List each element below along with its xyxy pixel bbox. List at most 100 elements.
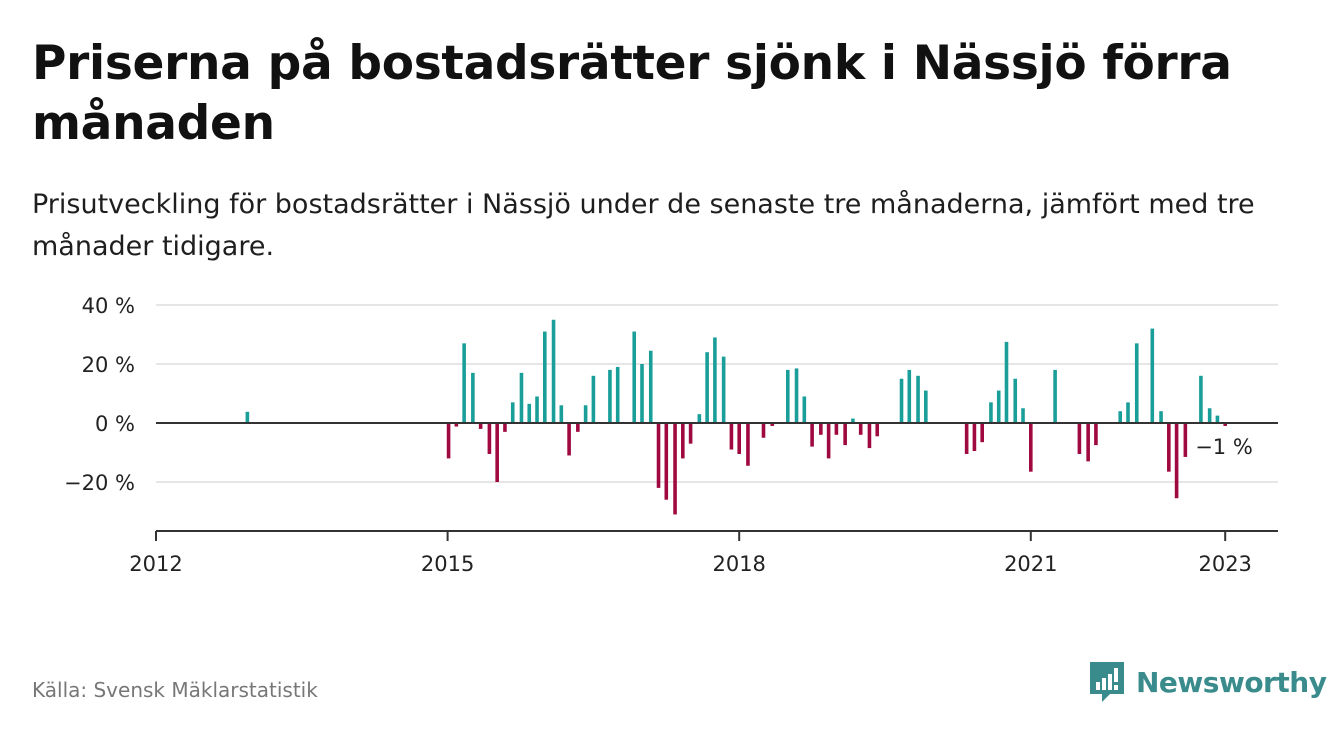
- bar: [794, 368, 799, 423]
- x-tick-label: 2018: [712, 552, 765, 576]
- bar: [1223, 423, 1227, 426]
- y-axis-labels: 40 % 20 % 0 % −20 %: [64, 294, 135, 495]
- chart-subtitle: Prisutveckling för bostadsrätter i Nässj…: [32, 189, 1255, 262]
- bar: [471, 372, 475, 423]
- bar: [583, 405, 588, 423]
- bar: [648, 350, 653, 423]
- chart-title: Priserna på bostadsrätter sjönk i Nässjö…: [32, 36, 1232, 151]
- bar: [1126, 402, 1130, 423]
- bar: [503, 423, 507, 432]
- bar: [487, 423, 492, 454]
- bar: [519, 372, 524, 423]
- bar: [746, 423, 750, 466]
- bar: [1021, 408, 1025, 423]
- bar: [875, 423, 880, 437]
- bar: [495, 423, 499, 482]
- bar: [664, 423, 669, 500]
- bar: [640, 364, 644, 423]
- bar: [527, 403, 532, 423]
- bar: [1077, 423, 1082, 454]
- bar: [576, 423, 580, 432]
- bar: [1174, 423, 1179, 499]
- bar: [697, 414, 702, 423]
- bar: [1215, 415, 1220, 423]
- bar: [907, 369, 912, 423]
- bar: [446, 423, 451, 459]
- bar: [1167, 423, 1171, 472]
- x-tick-label: 2015: [421, 552, 474, 576]
- bar: [454, 423, 459, 427]
- bar: [802, 396, 807, 423]
- brand-logo: Newsworthy: [1088, 660, 1327, 704]
- bar: [1053, 369, 1057, 423]
- bar: [737, 423, 741, 454]
- bar: [681, 423, 685, 459]
- bar: [673, 423, 677, 515]
- x-tick-label: 2012: [129, 552, 182, 576]
- bar: [713, 337, 717, 423]
- bar: [851, 418, 855, 423]
- bar: [972, 423, 977, 452]
- bar: [543, 331, 547, 423]
- bar: [1183, 423, 1188, 457]
- bar: [567, 423, 571, 456]
- bar: [245, 411, 250, 423]
- bar: [867, 423, 872, 449]
- bar: [462, 343, 466, 423]
- bar: [980, 423, 984, 443]
- bar: [1118, 411, 1123, 423]
- bar: [591, 375, 596, 423]
- bar: [819, 423, 823, 435]
- last-value-label: −1 %: [1195, 435, 1253, 459]
- bar: [705, 352, 709, 423]
- newsworthy-logo-icon: [1090, 662, 1124, 702]
- bar: [608, 369, 612, 423]
- bar: [729, 423, 734, 450]
- bar: [721, 356, 726, 423]
- bar: [1150, 328, 1155, 423]
- bar: [1004, 341, 1009, 423]
- bar: [1199, 375, 1203, 423]
- bar: [1029, 423, 1033, 472]
- bar: [786, 369, 790, 423]
- x-tick-label: 2021: [1004, 552, 1057, 576]
- bar: [843, 423, 847, 446]
- bar: [1207, 408, 1212, 423]
- bar: [810, 423, 814, 447]
- source-note: Källa: Svensk Mäklarstatistik: [32, 678, 318, 702]
- brand-name: Newsworthy: [1136, 665, 1327, 699]
- bar: [858, 423, 863, 435]
- bar: [1013, 378, 1018, 423]
- bar: [770, 423, 775, 426]
- bar: [551, 319, 556, 423]
- bar: [899, 378, 904, 423]
- bar: [1134, 343, 1139, 423]
- bar: [1086, 423, 1090, 462]
- bar: [761, 423, 766, 438]
- bar: [559, 405, 564, 423]
- bar: [1094, 423, 1098, 446]
- bar: [688, 423, 693, 444]
- x-tick-label: 2023: [1198, 552, 1251, 576]
- bar: [535, 396, 539, 423]
- bar: [656, 423, 661, 488]
- x-axis-ticks: 2012 2015 2018 2021 2023: [129, 531, 1252, 576]
- bar: [826, 423, 831, 459]
- bar: [834, 423, 839, 435]
- y-tick-label: −20 %: [64, 471, 135, 495]
- bar: [510, 402, 515, 423]
- bar: [615, 366, 620, 423]
- bars: [245, 319, 1227, 515]
- bar: [478, 423, 483, 429]
- bar: [989, 402, 993, 423]
- y-tick-label: 40 %: [82, 294, 135, 318]
- gridlines: [156, 304, 1278, 483]
- bar-chart: 40 % 20 % 0 % −20 % 2012 2015 2018 2021 2023 −1…: [64, 294, 1278, 576]
- y-tick-label: 0 %: [95, 412, 135, 436]
- bar: [1159, 411, 1163, 423]
- bar: [996, 390, 1001, 423]
- bar: [632, 331, 637, 423]
- y-tick-label: 20 %: [82, 353, 135, 377]
- bar: [924, 390, 928, 423]
- bar: [916, 375, 920, 423]
